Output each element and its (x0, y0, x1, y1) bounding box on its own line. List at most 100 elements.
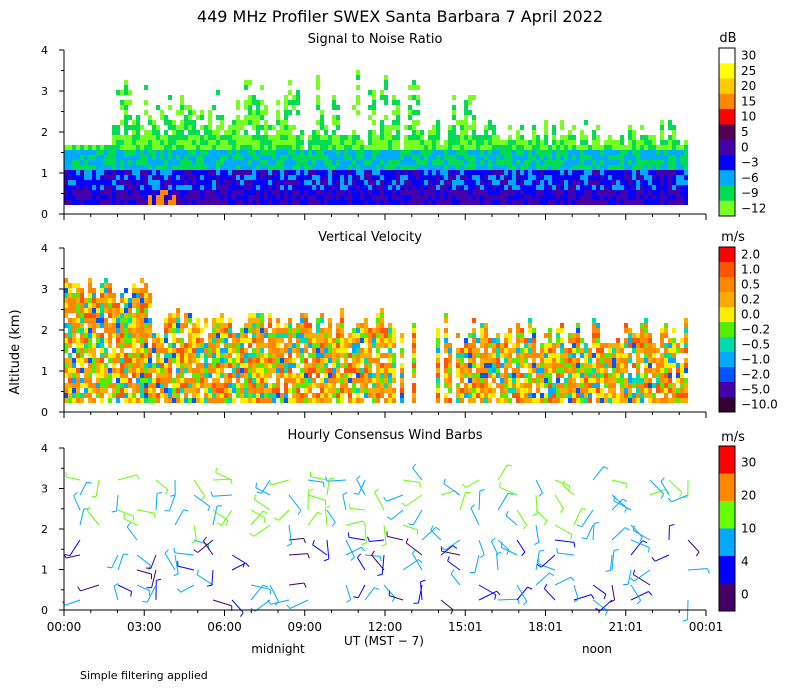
snr-cell (516, 200, 520, 205)
snr-cell (280, 120, 284, 125)
velocity-cell (536, 398, 540, 403)
snr-cell (128, 175, 132, 180)
snr-cell (168, 165, 172, 170)
velocity-cell (260, 348, 264, 353)
velocity-cell (484, 323, 488, 328)
velocity-cell (400, 368, 404, 373)
velocity-cell (568, 338, 572, 343)
snr-cell (484, 190, 488, 195)
velocity-cell (480, 363, 484, 368)
velocity-cell (448, 383, 452, 388)
velocity-cell (548, 363, 552, 368)
snr-cell (636, 190, 640, 195)
snr-cell (208, 140, 212, 145)
velocity-cell (612, 348, 616, 353)
snr-cell (372, 110, 376, 115)
velocity-cell (632, 333, 636, 338)
velocity-cell (156, 353, 160, 358)
velocity-cell (96, 378, 100, 383)
snr-cell (104, 185, 108, 190)
velocity-cell (360, 378, 364, 383)
wind-barb-flag (383, 496, 387, 502)
snr-cell (356, 70, 360, 75)
velocity-cell (436, 358, 440, 363)
snr-cell (580, 200, 584, 205)
velocity-cell (120, 318, 124, 323)
velocity-cell (220, 368, 224, 373)
velocity-cell (184, 368, 188, 373)
snr-cell (300, 130, 304, 135)
velocity-cell (668, 368, 672, 373)
velocity-cell (468, 363, 472, 368)
snr-cell (248, 95, 252, 100)
snr-cell (168, 105, 172, 110)
wind-barb (660, 481, 670, 496)
snr-cell (460, 190, 464, 195)
snr-unit-label: dB (719, 31, 736, 46)
wind-barb (73, 495, 81, 511)
snr-cell (248, 185, 252, 190)
snr-cell (632, 160, 636, 165)
snr-cell (676, 190, 680, 195)
snr-cell (504, 180, 508, 185)
snr-cell (216, 185, 220, 190)
snr-cell (616, 165, 620, 170)
snr-cell (108, 185, 112, 190)
snr-cell (320, 170, 324, 175)
velocity-cell (252, 368, 256, 373)
snr-cell (624, 190, 628, 195)
velocity-cell (652, 398, 656, 403)
snr-cell (372, 130, 376, 135)
velocity-cell (392, 328, 396, 333)
snr-cell (656, 190, 660, 195)
snr-cell (456, 170, 460, 175)
velocity-cell (612, 373, 616, 378)
snr-cell (512, 165, 516, 170)
snr-cell (244, 195, 248, 200)
snr-cell (388, 165, 392, 170)
snr-cell (384, 185, 388, 190)
velocity-cell (256, 373, 260, 378)
velocity-cell (388, 328, 392, 333)
velocity-cell (372, 388, 376, 393)
snr-cell (684, 170, 688, 175)
velocity-cell (356, 338, 360, 343)
snr-cell (388, 125, 392, 130)
snr-cell (244, 180, 248, 185)
velocity-cell (372, 343, 376, 348)
velocity-cell (240, 333, 244, 338)
snr-cell (256, 180, 260, 185)
velocity-cell (184, 323, 188, 328)
snr-cell (280, 145, 284, 150)
wind-barb (117, 584, 132, 593)
velocity-cell (236, 393, 240, 398)
snr-cell (160, 155, 164, 160)
wind-barb (402, 479, 420, 484)
snr-cell (112, 150, 116, 155)
snr-cell (340, 175, 344, 180)
snr-cell (416, 180, 420, 185)
velocity-cell (576, 398, 580, 403)
snr-cell (232, 130, 236, 135)
snr-cell (372, 180, 376, 185)
snr-cell (228, 130, 232, 135)
velocity-cell (300, 318, 304, 323)
wind-barb (345, 546, 362, 556)
snr-cell (592, 175, 596, 180)
velocity-cell (304, 358, 308, 363)
velocity-cell (164, 323, 168, 328)
wind-barb-flag (308, 488, 314, 492)
velocity-cell (316, 348, 320, 353)
snr-cell (108, 145, 112, 150)
snr-cell (544, 125, 548, 130)
velocity-cell (572, 388, 576, 393)
snr-cell (604, 190, 608, 195)
snr-cell (68, 150, 72, 155)
snr-cell (208, 135, 212, 140)
snr-cell (88, 155, 92, 160)
velocity-cell (76, 303, 80, 308)
snr-cell (384, 125, 388, 130)
snr-cell (132, 200, 136, 205)
velocity-cell (204, 358, 208, 363)
velocity-cell (172, 398, 176, 403)
